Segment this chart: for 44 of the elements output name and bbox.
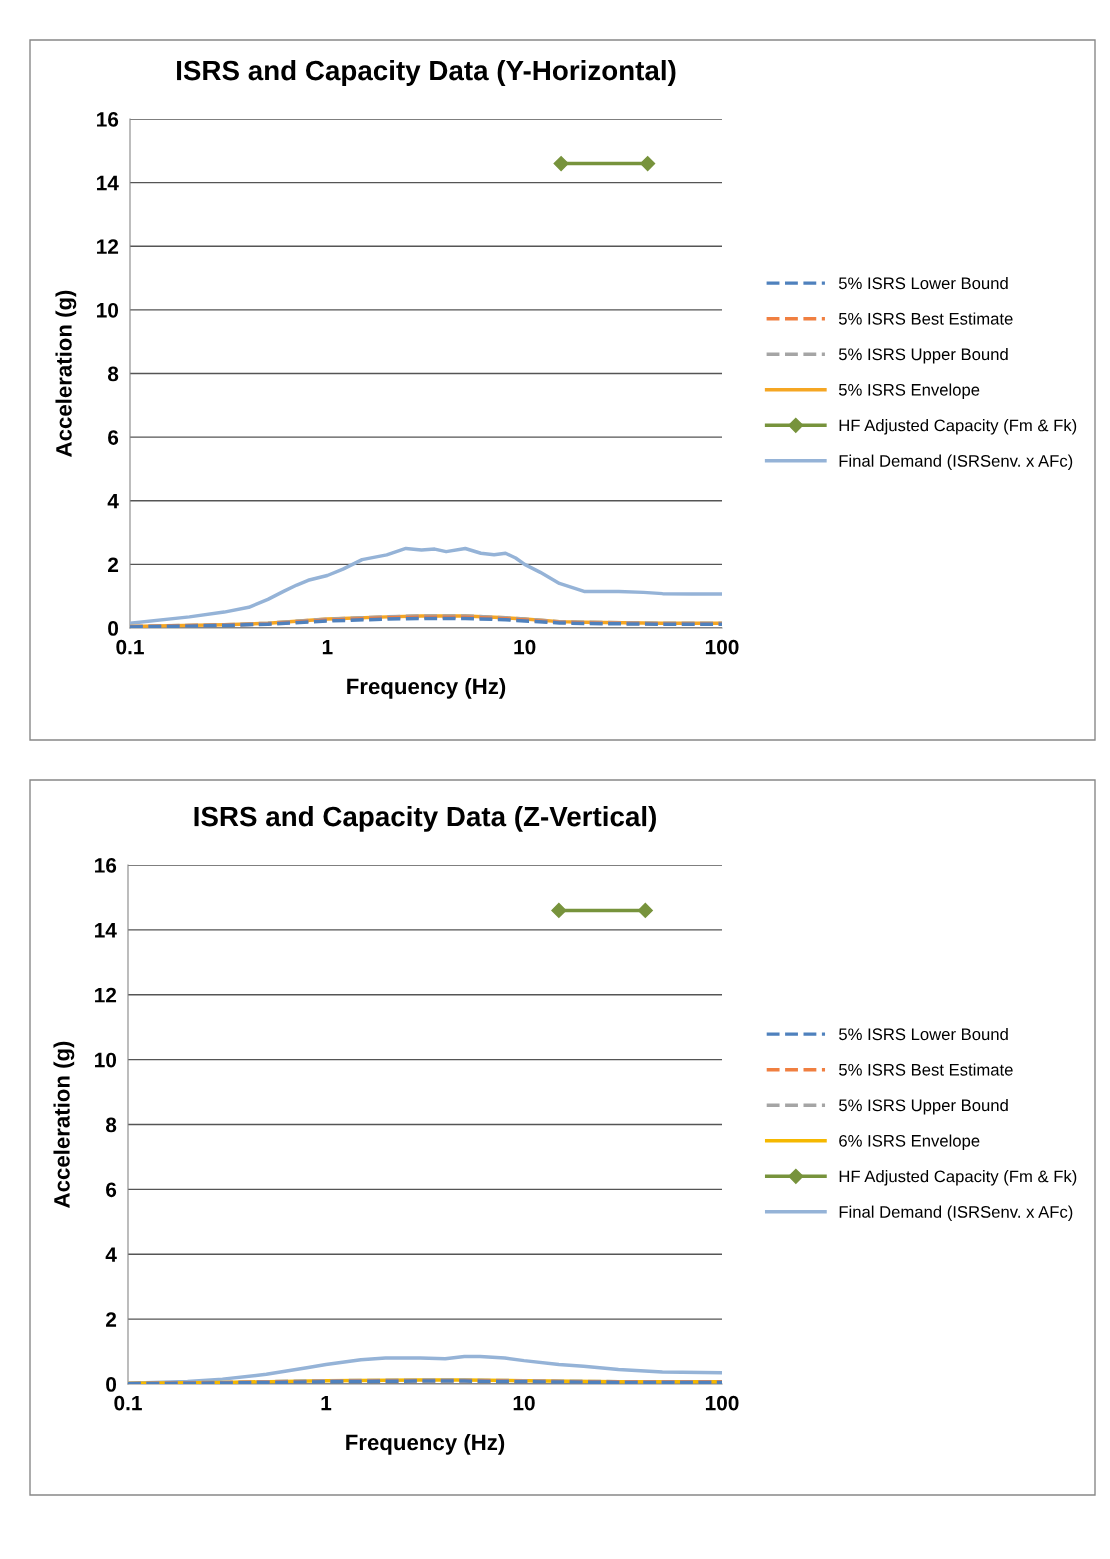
x-tick-label: 0.1 [116,639,144,655]
y-tick-label: 16 [97,112,119,127]
legend-label: 5% ISRS Lower Bound [839,1027,1008,1041]
y-tick-label: 6 [106,1182,117,1198]
legend-label: 5% ISRS Best Estimate [839,1063,1013,1076]
chart-title: ISRS and Capacity Data (Z-Vertical) [194,805,656,832]
legend-label: 5% ISRS Upper Bound [839,1098,1008,1115]
y-axis-title: Acceleration (g) [55,290,77,457]
x-tick-label: 10 [513,1395,535,1411]
y-tick-label: 14 [97,175,119,191]
x-axis-title: Frequency (Hz) [347,677,506,699]
x-tick-label: 1 [322,639,333,655]
y-tick-label: 8 [107,366,119,382]
y-tick-label: 10 [97,302,119,318]
x-axis-title: Frequency (Hz) [346,1433,505,1455]
legend-label: Final Demand (ISRSenv. x AFc) [839,1205,1073,1222]
chart-title: ISRS and Capacity Data (Y-Horizontal) [177,59,676,86]
legend-label: Final Demand (ISRSenv. x AFc) [839,454,1073,471]
x-tick-label: 0.1 [114,1395,142,1411]
y-tick-label: 6 [108,430,119,445]
legend-label: 5% ISRS Best Estimate [838,312,1013,325]
legend-label: 5% ISRS Upper Bound [838,347,1008,364]
x-tick-label: 10 [514,639,536,655]
y-tick-label: 12 [95,987,117,1003]
y-tick-label: 10 [95,1052,117,1068]
legend-label: HF Adjusted Capacity (Fm & Fk) [839,419,1077,435]
legend-label: 5% ISRS Lower Bound [838,276,1008,290]
y-tick-label: 14 [95,923,117,938]
x-tick-label: 1 [321,1395,332,1411]
legend-label: 5% ISRS Envelope [838,383,980,400]
y-tick-label: 12 [97,239,119,254]
y-tick-label: 4 [107,493,119,509]
y-tick-label: 8 [105,1117,117,1133]
y-tick-label: 0 [108,621,119,636]
x-tick-label: 100 [705,1395,739,1411]
y-tick-label: 2 [108,557,119,572]
y-axis-title: Acceleration (g) [53,1041,75,1208]
y-tick-label: 0 [106,1377,117,1392]
legend-label: HF Adjusted Capacity (Fm & Fk) [839,1170,1077,1186]
y-tick-label: 16 [95,858,117,873]
x-tick-label: 100 [705,639,739,655]
y-tick-label: 2 [106,1312,117,1327]
legend-label: 6% ISRS Envelope [839,1134,980,1151]
y-tick-label: 4 [105,1247,117,1262]
